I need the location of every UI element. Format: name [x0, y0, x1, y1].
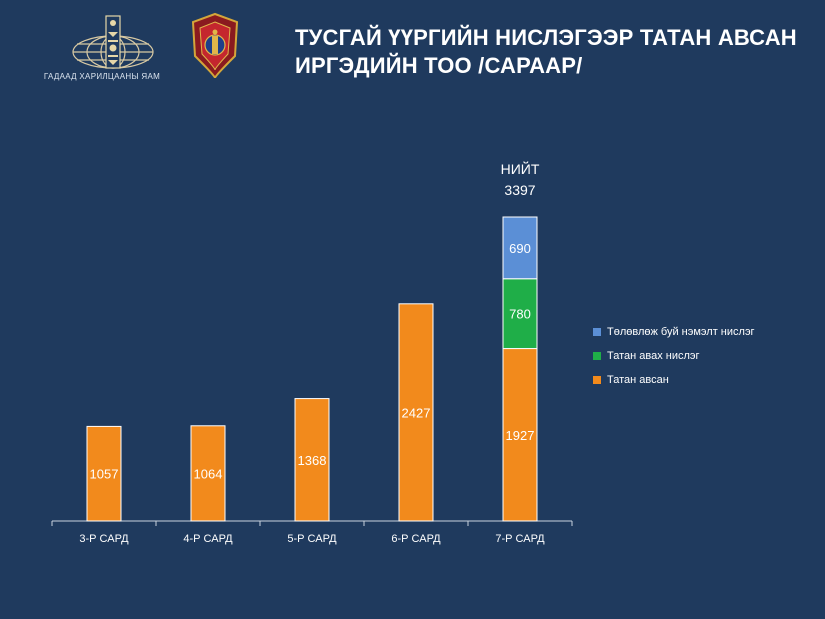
legend-item: Татан авсан	[593, 368, 755, 392]
title-line-1: ТУСГАЙ ҮҮРГИЙН НИСЛЭГЭЭР ТАТАН АВСАН	[295, 25, 797, 50]
bar-segment	[502, 348, 538, 522]
legend-label: Татан авах нислэг	[607, 350, 700, 362]
x-tick-label: 6-Р САРД	[391, 533, 441, 545]
data-label: 2427	[402, 405, 431, 420]
legend-swatch	[593, 328, 601, 336]
data-label: 1927	[506, 428, 535, 443]
legend-item: Татан авах нислэг	[593, 344, 755, 368]
total-value: 3397	[504, 182, 535, 198]
bar-segment	[502, 216, 538, 280]
bar-segment	[86, 425, 122, 522]
legend-item: Төлөвлөж буй нэмэлт нислэг	[593, 320, 755, 344]
ministry-logo	[72, 15, 154, 69]
data-label: 1064	[194, 466, 223, 481]
legend-swatch	[593, 376, 601, 384]
x-tick-label: 7-Р САРД	[495, 533, 545, 545]
ministry-caption: ГАДААД ХАРИЛЦААНЫ ЯАМ	[43, 72, 161, 81]
data-label: 1057	[90, 467, 119, 482]
chart-legend: Төлөвлөж буй нэмэлт нислэг Татан авах нис…	[593, 320, 755, 392]
legend-label: Татан авсан	[607, 374, 669, 386]
data-label: 780	[509, 307, 531, 322]
bar-segment	[190, 425, 226, 522]
x-tick-label: 3-Р САРД	[79, 533, 129, 545]
page-title: ТУСГАЙ ҮҮРГИЙН НИСЛЭГЭЭР ТАТАН АВСАН ИРГ…	[295, 24, 815, 80]
bar-segment	[294, 398, 330, 522]
total-label: НИЙТ	[501, 160, 540, 177]
data-label: 690	[509, 241, 531, 256]
bar-segment	[502, 278, 538, 350]
legend-swatch	[593, 352, 601, 360]
x-tick-label: 5-Р САРД	[287, 533, 337, 545]
data-label: 1368	[298, 453, 327, 468]
police-logo	[191, 12, 239, 79]
x-tick-label: 4-Р САРД	[183, 533, 233, 545]
bar-segment	[398, 303, 434, 522]
police-shield-emblem-icon	[191, 12, 239, 79]
title-line-2: ИРГЭДИЙН ТОО /САРААР/	[295, 53, 583, 78]
legend-label: Төлөвлөж буй нэмэлт нислэг	[607, 326, 755, 338]
soyombo-globe-emblem-icon	[72, 15, 154, 69]
